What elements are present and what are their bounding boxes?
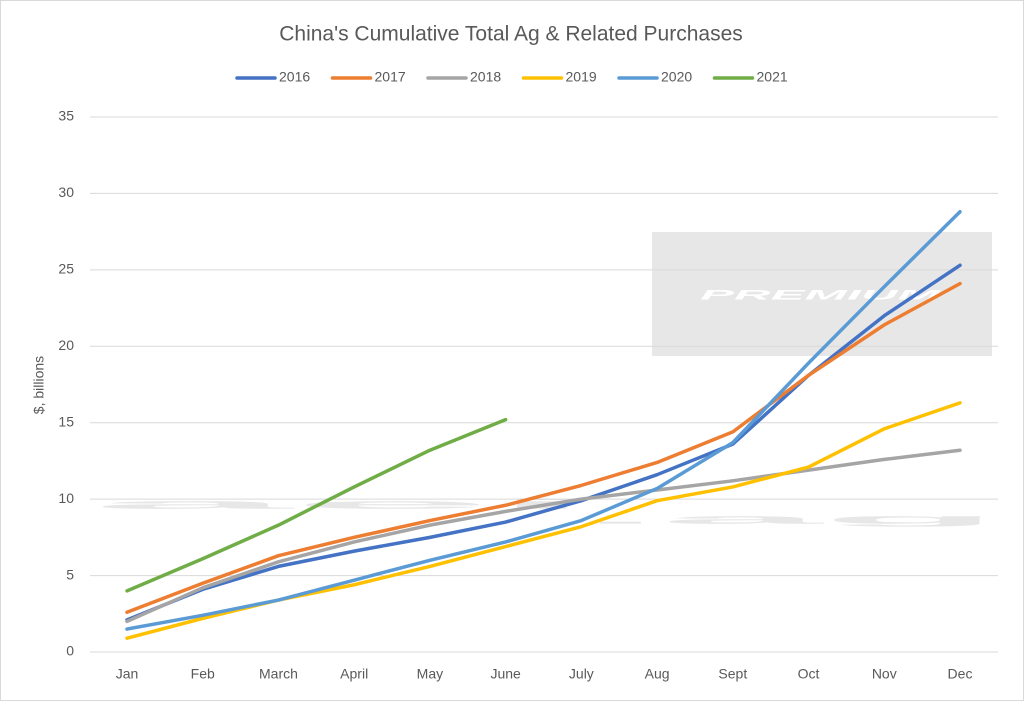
x-tick-label: June — [490, 666, 521, 682]
series-line — [125, 210, 962, 631]
legend-label: 2017 — [375, 69, 406, 85]
series-line — [125, 281, 962, 615]
series-line — [125, 417, 508, 593]
y-tick-label: 5 — [66, 566, 74, 582]
y-tick-label: 30 — [58, 184, 74, 200]
watermark-banner — [652, 232, 992, 356]
x-tick-label: Jan — [116, 666, 139, 682]
x-tick-label: Aug — [645, 666, 670, 682]
x-tick-label: Oct — [798, 666, 820, 682]
legend-label: 2020 — [661, 69, 692, 85]
y-tick-label: 10 — [58, 490, 74, 506]
y-tick-label: 0 — [66, 643, 74, 659]
x-tick-label: July — [569, 666, 594, 682]
x-tick-label: Nov — [872, 666, 897, 682]
legend-label: 2016 — [279, 69, 310, 85]
series-line — [125, 448, 962, 624]
x-tick-label: Feb — [191, 666, 215, 682]
y-tick-label: 15 — [58, 413, 74, 429]
watermark-text: aei — [92, 496, 592, 512]
y-tick-label: 25 — [58, 261, 74, 277]
x-tick-label: Dec — [948, 666, 973, 682]
watermark: aei .ag PREMIUM — [92, 232, 1000, 527]
y-tick-label: 20 — [58, 337, 74, 353]
y-tick-label: 35 — [58, 108, 74, 124]
watermark-text: .ag — [580, 511, 1000, 527]
x-tick-label: May — [417, 666, 443, 682]
x-tick-label: March — [259, 666, 298, 682]
legend-label: 2019 — [566, 69, 597, 85]
x-tick-label: April — [340, 666, 368, 682]
x-tick-label: Sept — [718, 666, 747, 682]
legend-label: 2018 — [470, 69, 501, 85]
chart-title: China's Cumulative Total Ag & Related Pu… — [279, 23, 743, 46]
legend-label: 2021 — [757, 69, 788, 85]
y-axis-label: $, billions — [31, 356, 47, 414]
